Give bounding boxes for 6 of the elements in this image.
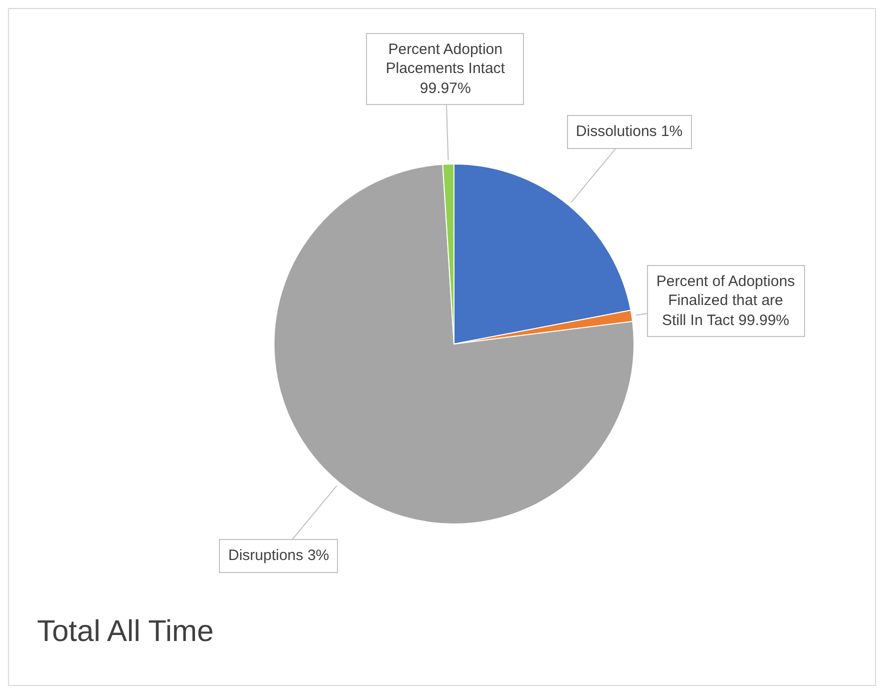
text: Total All Time <box>37 615 214 649</box>
slice-label: Disruptions 3% <box>219 539 338 573</box>
slice-label: Percent of Adoptions Finalized that are Still In Tact 99.99% <box>646 264 805 338</box>
slice-label: Dissolutions 1% <box>566 115 692 149</box>
pie-slice <box>274 164 634 524</box>
slice-label: Percent Adoption Placements Intact 99.97% <box>366 32 524 106</box>
